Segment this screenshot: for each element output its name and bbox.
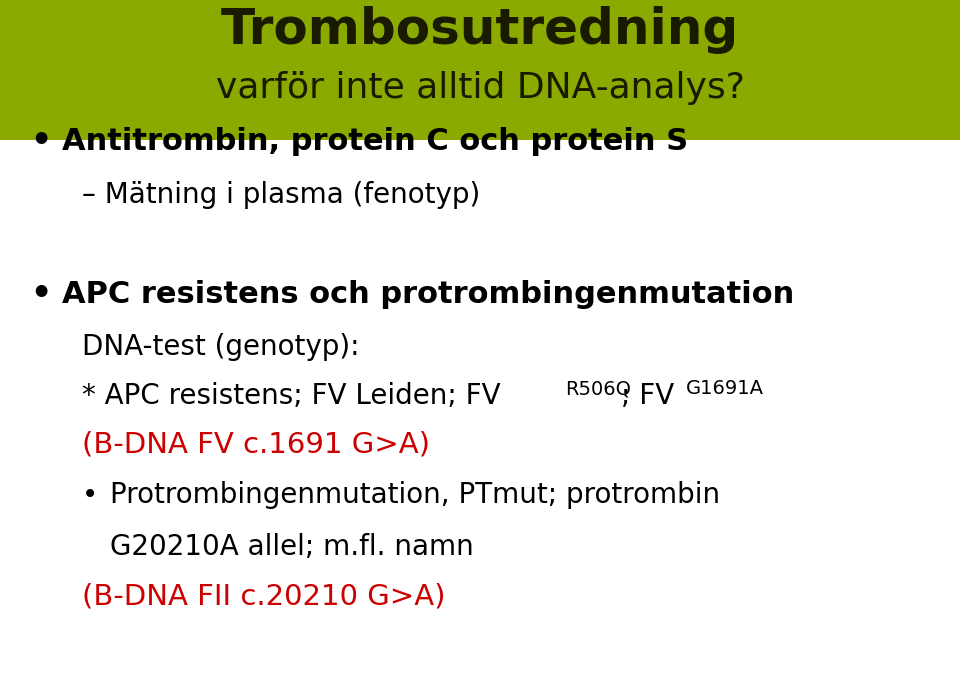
Text: DNA-test (genotyp):: DNA-test (genotyp): [82, 334, 359, 361]
Bar [0, 0, 960, 140]
Text: APC resistens och protrombingenmutation: APC resistens och protrombingenmutation [62, 280, 795, 309]
Text: (B-DNA FV c.1691 G>A): (B-DNA FV c.1691 G>A) [82, 430, 430, 458]
Text: * APC resistens; FV Leiden; FV: * APC resistens; FV Leiden; FV [82, 382, 500, 410]
Text: •: • [31, 277, 52, 311]
Text: G1691A: G1691A [685, 379, 764, 399]
Text: ; FV: ; FV [621, 382, 675, 410]
Text: (B-DNA FII c.20210 G>A): (B-DNA FII c.20210 G>A) [82, 583, 445, 610]
Text: •: • [82, 481, 98, 509]
Text: R506Q: R506Q [564, 379, 631, 399]
Text: G20210A allel; m.fl. namn: G20210A allel; m.fl. namn [110, 533, 474, 561]
Text: •: • [31, 125, 52, 158]
Text: – Mätning i plasma (fenotyp): – Mätning i plasma (fenotyp) [82, 181, 480, 209]
Text: Trombosutredning: Trombosutredning [221, 6, 739, 55]
Text: varför inte alltid DNA-analys?: varför inte alltid DNA-analys? [216, 71, 744, 105]
Text: Protrombingenmutation, PTmut; protrombin: Protrombingenmutation, PTmut; protrombin [110, 481, 721, 509]
Text: Antitrombin, protein C och protein S: Antitrombin, protein C och protein S [62, 127, 688, 156]
